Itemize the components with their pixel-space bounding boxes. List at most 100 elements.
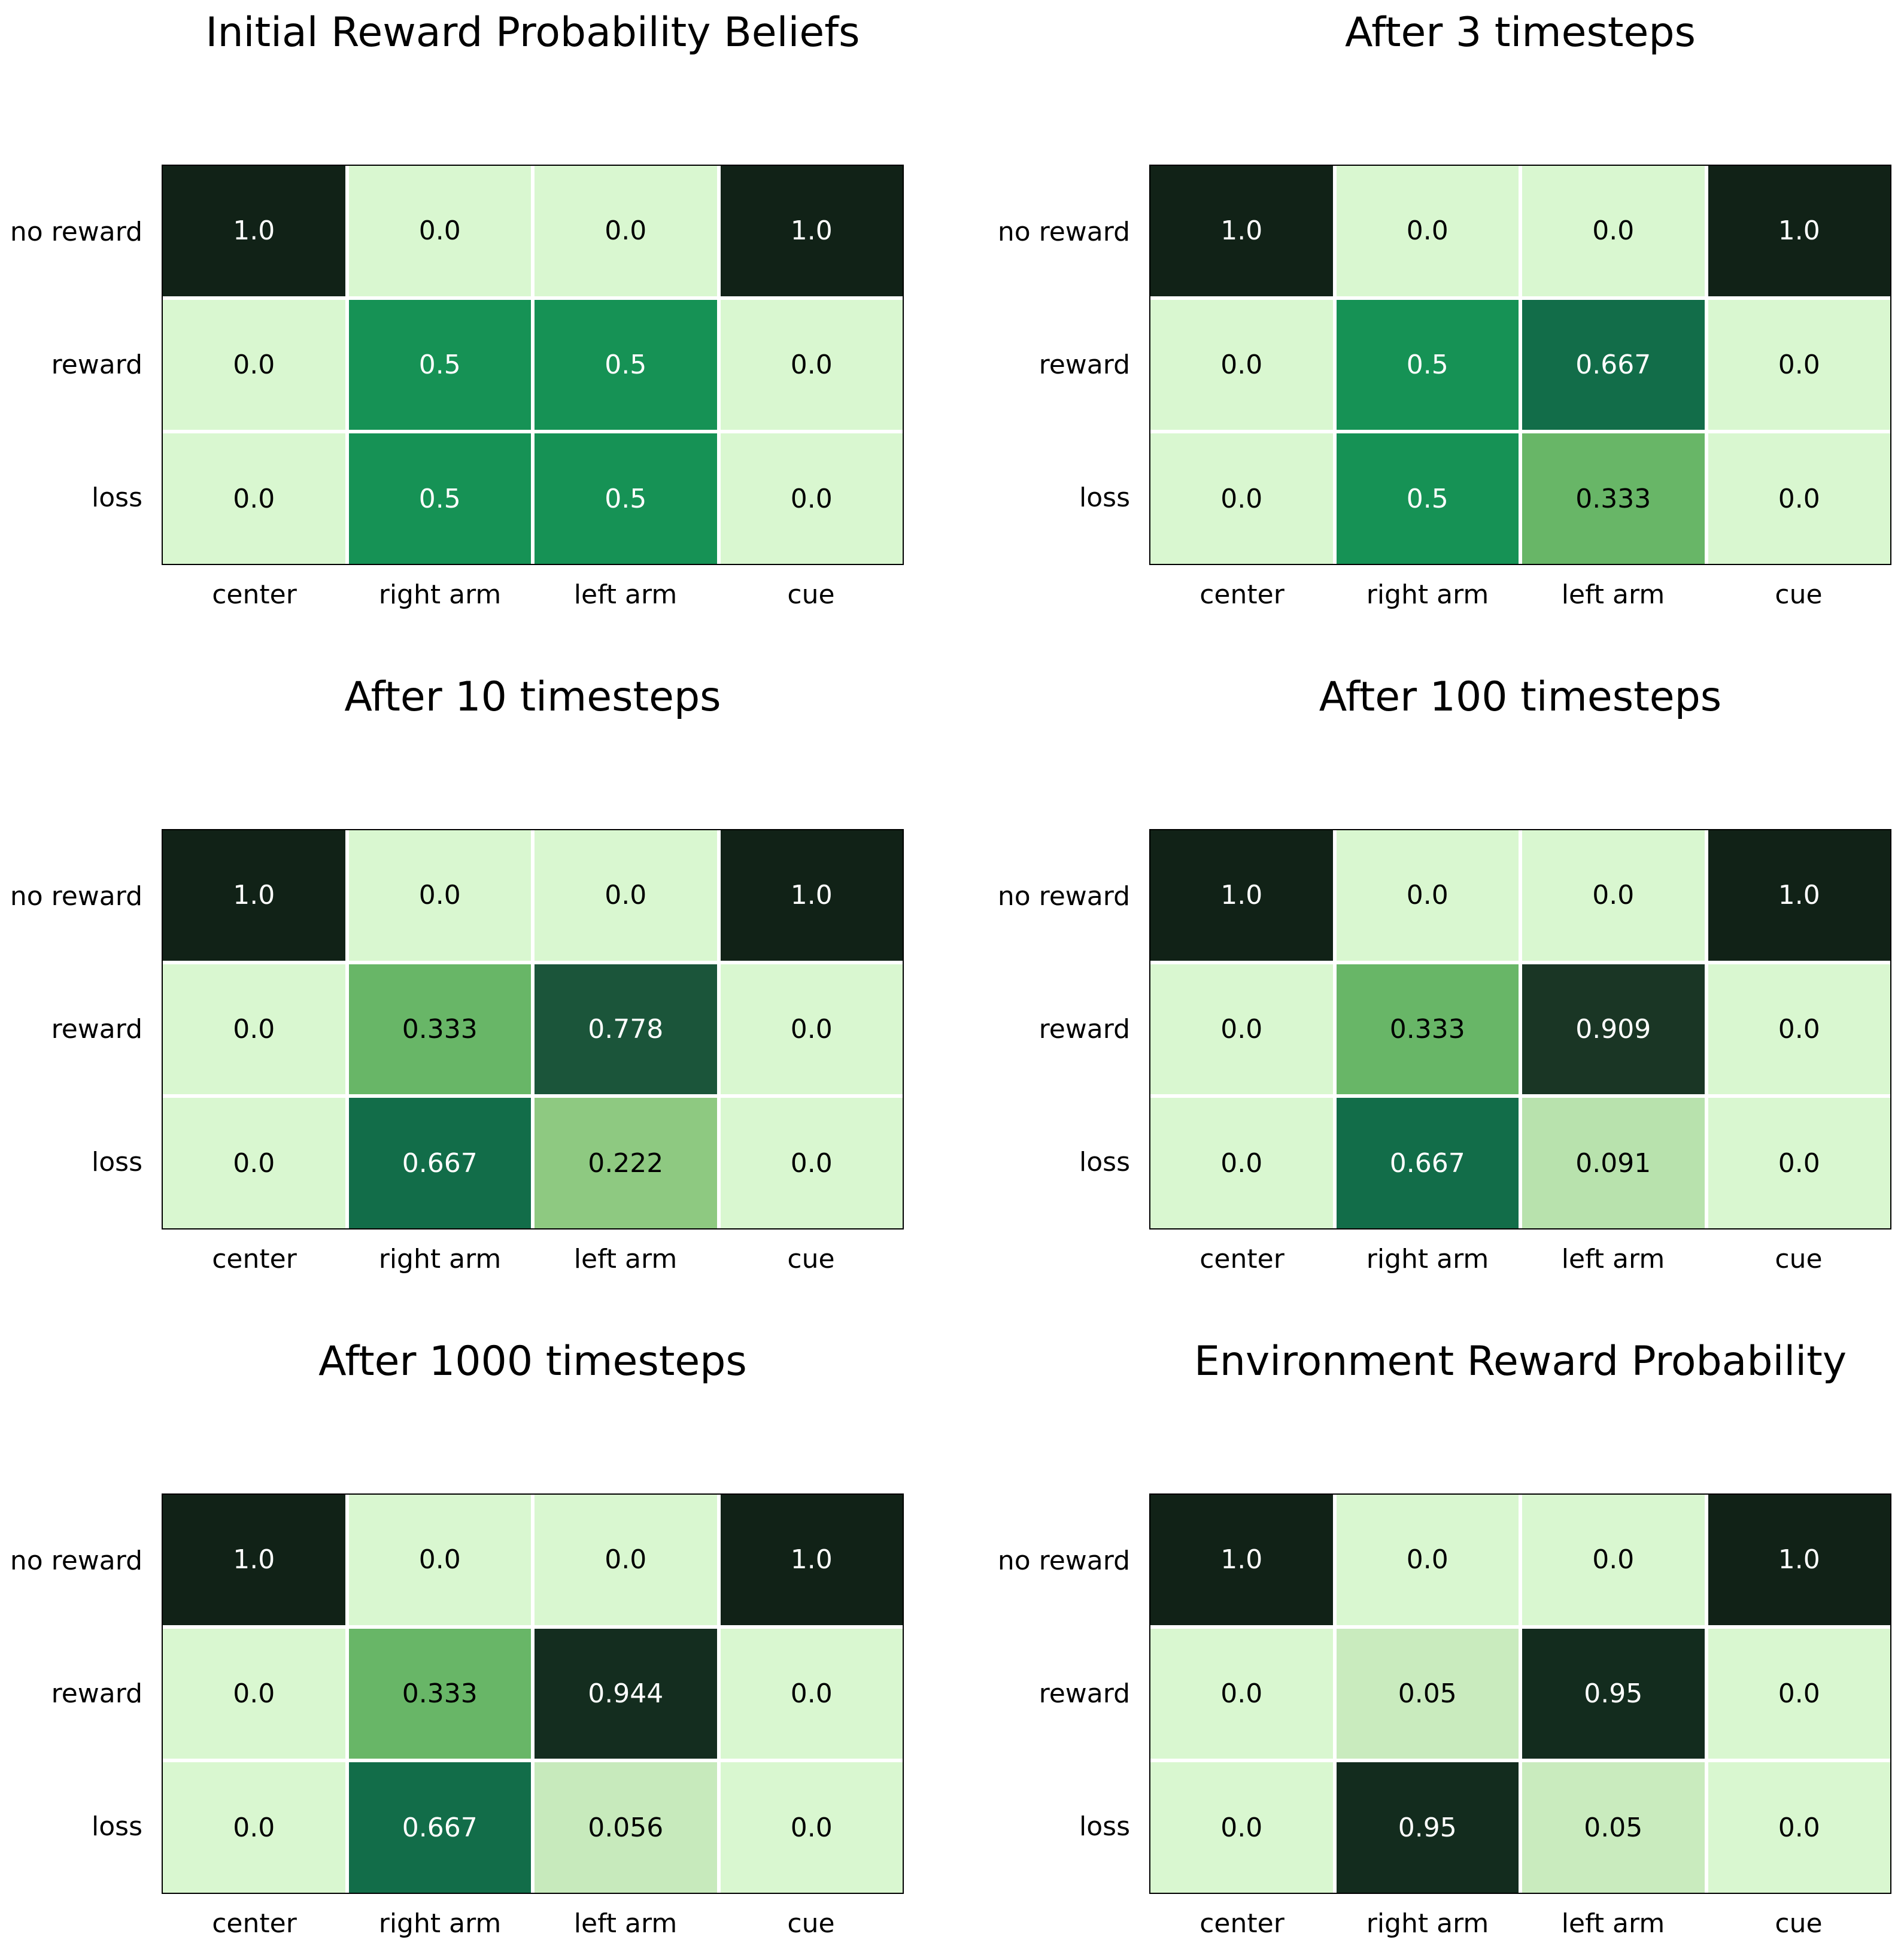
y-tick-label: no reward: [997, 1546, 1130, 1577]
heatmap-cell: 0.5: [535, 433, 717, 564]
heatmap-cell: 0.0: [720, 1098, 903, 1228]
x-tick-label: right arm: [378, 1908, 502, 1939]
heatmap-cell: 1.0: [720, 830, 903, 961]
heatmap-cell: 1.0: [163, 166, 345, 296]
x-tick-label: left arm: [573, 579, 678, 610]
heatmap-cell: 0.944: [535, 1628, 717, 1759]
heatmap-cell: 0.0: [163, 1762, 345, 1893]
heatmap-cell: 0.0: [1150, 1762, 1333, 1893]
y-tick-label: no reward: [997, 217, 1130, 248]
panel-title: Environment Reward Probability: [1194, 1338, 1847, 1385]
y-tick-label: no reward: [997, 881, 1130, 912]
heatmap-cell: 0.5: [1336, 433, 1519, 564]
heatmap-cell: 0.0: [163, 1098, 345, 1228]
heatmap-cell: 0.0: [1708, 433, 1890, 564]
y-axis-labels: no reward reward loss: [952, 1495, 1149, 1893]
heatmap-cell: 0.222: [535, 1098, 717, 1228]
heatmap-cell: 0.0: [535, 830, 717, 961]
heatmap-cell: 0.0: [720, 299, 903, 430]
heatmap-cell: 0.0: [1708, 299, 1890, 430]
y-tick-label: loss: [92, 482, 142, 513]
heatmap-cell: 0.0: [1150, 299, 1333, 430]
x-axis-labels: center right arm left arm cue: [162, 565, 904, 610]
heatmap-grid: 1.0 0.0 0.0 1.0 0.0 0.5 0.5 0.0 0.0 0.5 0.5 0.0: [162, 165, 904, 565]
y-tick-label: no reward: [10, 1546, 142, 1577]
heatmap-cell: 0.333: [348, 1628, 531, 1759]
heatmap-cell: 0.0: [163, 433, 345, 564]
panel-title: After 1000 timesteps: [318, 1338, 747, 1385]
heatmap-cell: 0.056: [535, 1762, 717, 1893]
heatmap-panel-1: Initial Reward Probability Beliefs no rew…: [0, 0, 952, 664]
x-tick-label: left arm: [1561, 1908, 1665, 1939]
x-axis-labels: center right arm left arm cue: [1149, 1894, 1891, 1939]
heatmap-cell: 0.0: [1522, 166, 1705, 296]
heatmap-cell: 0.0: [348, 1495, 531, 1625]
y-axis-labels: no reward reward loss: [0, 166, 162, 564]
heatmap-cell: 0.5: [1336, 299, 1519, 430]
heatmap-cell: 1.0: [1708, 166, 1890, 296]
heatmap-cell: 0.909: [1522, 964, 1705, 1095]
x-tick-label: left arm: [573, 1244, 678, 1274]
x-tick-label: left arm: [1561, 1244, 1665, 1274]
heatmap-cell: 0.5: [535, 299, 717, 430]
y-tick-label: loss: [1079, 1146, 1130, 1177]
x-tick-label: center: [212, 1244, 297, 1274]
heatmap-grid: 1.0 0.0 0.0 1.0 0.0 0.333 0.909 0.0 0.0 0.667 0.09…: [1149, 829, 1891, 1229]
heatmap-cell: 1.0: [720, 166, 903, 296]
panel-title: After 10 timesteps: [344, 673, 721, 721]
heatmap-cell: 0.05: [1522, 1762, 1705, 1893]
heatmap-cell: 0.5: [348, 299, 531, 430]
x-tick-label: cue: [787, 1244, 835, 1274]
x-tick-label: cue: [1775, 1908, 1823, 1939]
heatmap-cell: 0.95: [1336, 1762, 1519, 1893]
heatmap-cell: 0.0: [720, 433, 903, 564]
y-tick-label: reward: [51, 1013, 142, 1045]
y-tick-label: reward: [51, 349, 142, 380]
x-tick-label: left arm: [573, 1908, 678, 1939]
y-tick-label: no reward: [10, 881, 142, 912]
heatmap-cell: 0.778: [535, 964, 717, 1095]
y-tick-label: reward: [1038, 1678, 1130, 1709]
heatmap-cell: 0.0: [1150, 433, 1333, 564]
x-tick-label: right arm: [1366, 1908, 1489, 1939]
heatmap-cell: 1.0: [1150, 830, 1333, 961]
heatmap-cell: 0.333: [1336, 964, 1519, 1095]
x-tick-label: right arm: [378, 579, 502, 610]
heatmap-cell: 0.0: [1522, 1495, 1705, 1625]
heatmap-cell: 0.05: [1336, 1628, 1519, 1759]
heatmap-cell: 0.0: [720, 1762, 903, 1893]
y-tick-label: no reward: [10, 217, 142, 248]
heatmap-cell: 0.667: [348, 1762, 531, 1893]
heatmap-cell: 0.0: [720, 964, 903, 1095]
y-axis-labels: no reward reward loss: [0, 1495, 162, 1893]
heatmap-cell: 0.95: [1522, 1628, 1705, 1759]
heatmap-cell: 0.0: [348, 830, 531, 961]
panel-title: After 3 timesteps: [1345, 9, 1696, 56]
heatmap-panel-6: Environment Reward Probability no reward r…: [952, 1329, 1904, 1949]
heatmap-cell: 1.0: [163, 1495, 345, 1625]
y-tick-label: loss: [1079, 482, 1130, 513]
heatmap-cell: 0.667: [348, 1098, 531, 1228]
heatmap-cell: 1.0: [1150, 166, 1333, 296]
x-tick-label: cue: [787, 579, 835, 610]
y-tick-label: reward: [1038, 1013, 1130, 1045]
heatmap-panel-3: After 10 timesteps no reward reward loss 1.0…: [0, 664, 952, 1329]
heatmap-cell: 0.0: [535, 1495, 717, 1625]
heatmap-cell: 0.0: [1522, 830, 1705, 961]
heatmap-cell: 0.0: [1150, 964, 1333, 1095]
heatmap-cell: 0.333: [1522, 433, 1705, 564]
heatmap-cell: 0.0: [535, 166, 717, 296]
x-axis-labels: center right arm left arm cue: [1149, 565, 1891, 610]
x-tick-label: left arm: [1561, 579, 1665, 610]
x-tick-label: right arm: [1366, 1244, 1489, 1274]
heatmap-cell: 0.0: [1336, 166, 1519, 296]
heatmap-grid: 1.0 0.0 0.0 1.0 0.0 0.05 0.95 0.0 0.0 0.95 0.05 0.0: [1149, 1493, 1891, 1894]
x-tick-label: center: [212, 1908, 297, 1939]
y-tick-label: loss: [1079, 1811, 1130, 1842]
heatmap-grid: 1.0 0.0 0.0 1.0 0.0 0.333 0.944 0.0 0.0 0.667 0.05…: [162, 1493, 904, 1894]
y-tick-label: loss: [92, 1146, 142, 1177]
heatmap-cell: 1.0: [1708, 830, 1890, 961]
heatmap-cell: 0.0: [348, 166, 531, 296]
heatmap-cell: 1.0: [720, 1495, 903, 1625]
x-tick-label: right arm: [378, 1244, 502, 1274]
